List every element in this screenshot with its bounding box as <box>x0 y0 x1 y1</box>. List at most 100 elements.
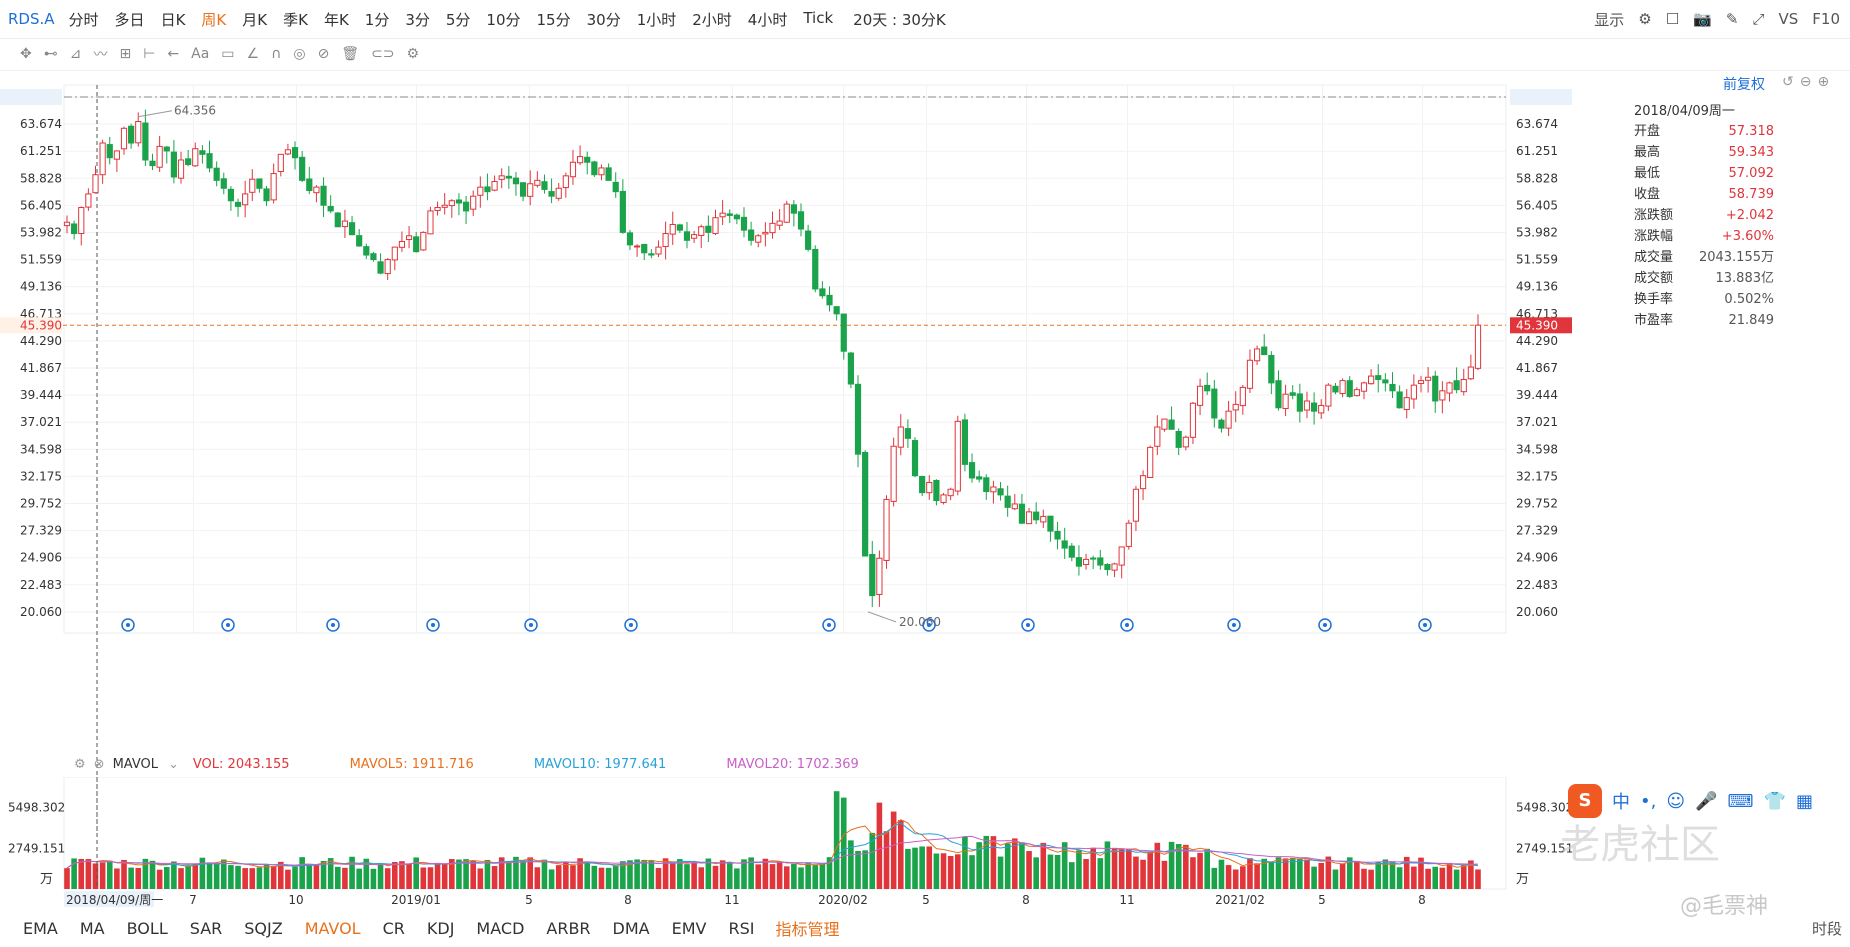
indicator-tab[interactable]: EMV <box>671 918 707 938</box>
event-icon[interactable] <box>1120 618 1134 632</box>
keyboard-icon[interactable]: ⌨ <box>1727 790 1754 812</box>
tab-timeframe[interactable]: 月K <box>242 10 268 29</box>
indicator-tab[interactable]: CR <box>382 918 405 938</box>
event-icon[interactable] <box>822 618 836 632</box>
candle-up <box>85 193 92 208</box>
skin-icon[interactable]: 👕 <box>1763 790 1786 812</box>
indicator-tab[interactable]: MAVOL <box>304 918 361 938</box>
arrow-icon[interactable]: ← <box>167 46 180 62</box>
event-icon[interactable] <box>1418 618 1432 632</box>
settings-icon[interactable]: ⚙ <box>1638 10 1652 28</box>
tab-timeframe[interactable]: 年K <box>323 10 349 29</box>
session-label[interactable]: 时段 <box>1811 919 1842 938</box>
tab-timeframe[interactable]: 季K <box>283 10 308 29</box>
indicator-tab[interactable]: EMA <box>23 918 58 938</box>
candle-up <box>63 221 71 227</box>
adjust-mode-link[interactable]: 前复权 <box>1723 77 1765 93</box>
event-icon[interactable] <box>624 618 638 632</box>
ruler-icon[interactable]: ∠ <box>246 46 260 62</box>
candle-down <box>933 479 940 502</box>
mic-icon[interactable]: 🎤 <box>1695 790 1718 812</box>
tab-timeframe[interactable]: Tick <box>803 8 834 27</box>
x-label-highlight <box>64 891 154 907</box>
tab-timeframe[interactable]: 30分 <box>586 10 621 29</box>
indicator-tab[interactable]: SQJZ <box>244 918 283 938</box>
vs-button[interactable]: VS <box>1778 10 1799 28</box>
tab-timeframe[interactable]: 3分 <box>405 10 430 29</box>
tab-timeframe[interactable]: 多日 <box>114 10 145 29</box>
x-axis-label: 10 <box>288 893 303 907</box>
event-icon[interactable] <box>121 618 135 632</box>
indicator-tab[interactable]: MA <box>79 918 105 938</box>
range-selector[interactable]: 20天 : 30分K <box>853 10 946 29</box>
fullscreen-icon[interactable]: ⤢ <box>1752 10 1765 28</box>
eye-icon[interactable]: ◎ <box>293 46 306 62</box>
fib-icon[interactable]: ⊞ <box>119 46 132 62</box>
indicator-name[interactable]: MAVOL <box>112 756 158 772</box>
indicator-tab[interactable]: DMA <box>612 918 650 938</box>
volume-bar <box>691 862 697 889</box>
zoom-in-icon[interactable]: ⊕ <box>1817 74 1830 90</box>
indicator-tab[interactable]: SAR <box>189 918 223 938</box>
layout-icon[interactable]: ☐ <box>1665 10 1680 28</box>
wave-icon[interactable]: 〰 <box>93 47 108 63</box>
indicator-tab[interactable]: MACD <box>476 918 525 938</box>
event-icon[interactable] <box>426 618 440 632</box>
zoom-out-icon[interactable]: ⊖ <box>1799 74 1812 90</box>
candle-down <box>356 235 363 247</box>
event-icon[interactable] <box>922 618 936 632</box>
candlestick-chart[interactable]: 65.56763.67461.25158.82856.40553.98251.5… <box>0 75 1850 835</box>
link-icon[interactable]: ⊂⊃ <box>371 46 395 62</box>
volume-bar <box>798 867 804 889</box>
y-tick-label: 29.752 <box>20 497 62 511</box>
tab-timeframe[interactable]: 日K <box>160 10 186 29</box>
candle-down <box>584 156 591 163</box>
chevron-down-icon[interactable]: ⌄ <box>167 756 179 772</box>
trash-icon[interactable]: 🗑 <box>341 46 360 62</box>
sogou-logo-icon[interactable]: S <box>1568 784 1602 818</box>
indicator-manage-button[interactable]: 指标管理 <box>775 920 840 939</box>
comment-icon[interactable]: ▭ <box>221 46 235 62</box>
indicator-tab[interactable]: RSI <box>728 918 755 938</box>
indicator-tab[interactable]: KDJ <box>426 918 455 938</box>
hide-icon[interactable]: ⊘ <box>317 46 330 62</box>
event-icon[interactable] <box>1227 618 1241 632</box>
f10-button[interactable]: F10 <box>1812 10 1840 28</box>
tab-timeframe[interactable]: 5分 <box>445 10 471 29</box>
tab-timeframe[interactable]: 分时 <box>68 10 99 29</box>
tab-timeframe[interactable]: 1小时 <box>636 10 677 29</box>
event-icon[interactable] <box>221 618 235 632</box>
symbol-label[interactable]: RDS.A <box>8 10 55 28</box>
close-icon[interactable]: ⊗ <box>93 756 105 772</box>
tab-timeframe[interactable]: 10分 <box>486 10 521 29</box>
tab-timeframe[interactable]: 15分 <box>536 10 571 29</box>
magnet-icon[interactable]: ∩ <box>271 46 282 62</box>
move-icon[interactable]: ✥ <box>20 46 32 62</box>
measure-icon[interactable]: ⊢ <box>143 46 156 62</box>
event-icon[interactable] <box>1318 618 1332 632</box>
grid-icon[interactable]: ▦ <box>1795 790 1813 812</box>
punctuation-icon[interactable]: •, <box>1640 790 1657 812</box>
indicator-tab[interactable]: ARBR <box>546 918 591 938</box>
tab-timeframe[interactable]: 2小时 <box>692 10 732 29</box>
event-icon[interactable] <box>1021 618 1035 632</box>
ime-mode[interactable]: 中 <box>1612 792 1630 813</box>
event-icon[interactable] <box>326 618 340 632</box>
volume-chart[interactable]: 5498.302 5498.302 2749.151 2749.151 万 万 2018/… <box>0 777 1850 909</box>
tab-timeframe[interactable]: 1分 <box>364 10 390 29</box>
settings-icon[interactable]: ⚙ <box>406 46 420 62</box>
settings-icon[interactable]: ⚙ <box>74 756 86 772</box>
event-icon[interactable] <box>524 618 538 632</box>
pencil-icon[interactable]: ✎ <box>1725 10 1739 28</box>
indicator-tab[interactable]: BOLL <box>126 918 168 938</box>
channel-icon[interactable]: ⊿ <box>69 46 82 62</box>
emoji-icon[interactable]: ☺ <box>1666 790 1686 812</box>
camera-icon[interactable]: 📷 <box>1693 10 1712 28</box>
tab-timeframe[interactable]: 周K <box>201 10 227 29</box>
line-icon[interactable]: ⊷ <box>43 46 58 62</box>
text-tool[interactable]: Aa <box>191 46 210 62</box>
tab-timeframe[interactable]: 4小时 <box>747 10 788 29</box>
reset-icon[interactable]: ↺ <box>1782 74 1794 90</box>
display-menu[interactable]: 显示 <box>1594 10 1625 29</box>
info-label: 换手率 <box>1634 292 1674 307</box>
